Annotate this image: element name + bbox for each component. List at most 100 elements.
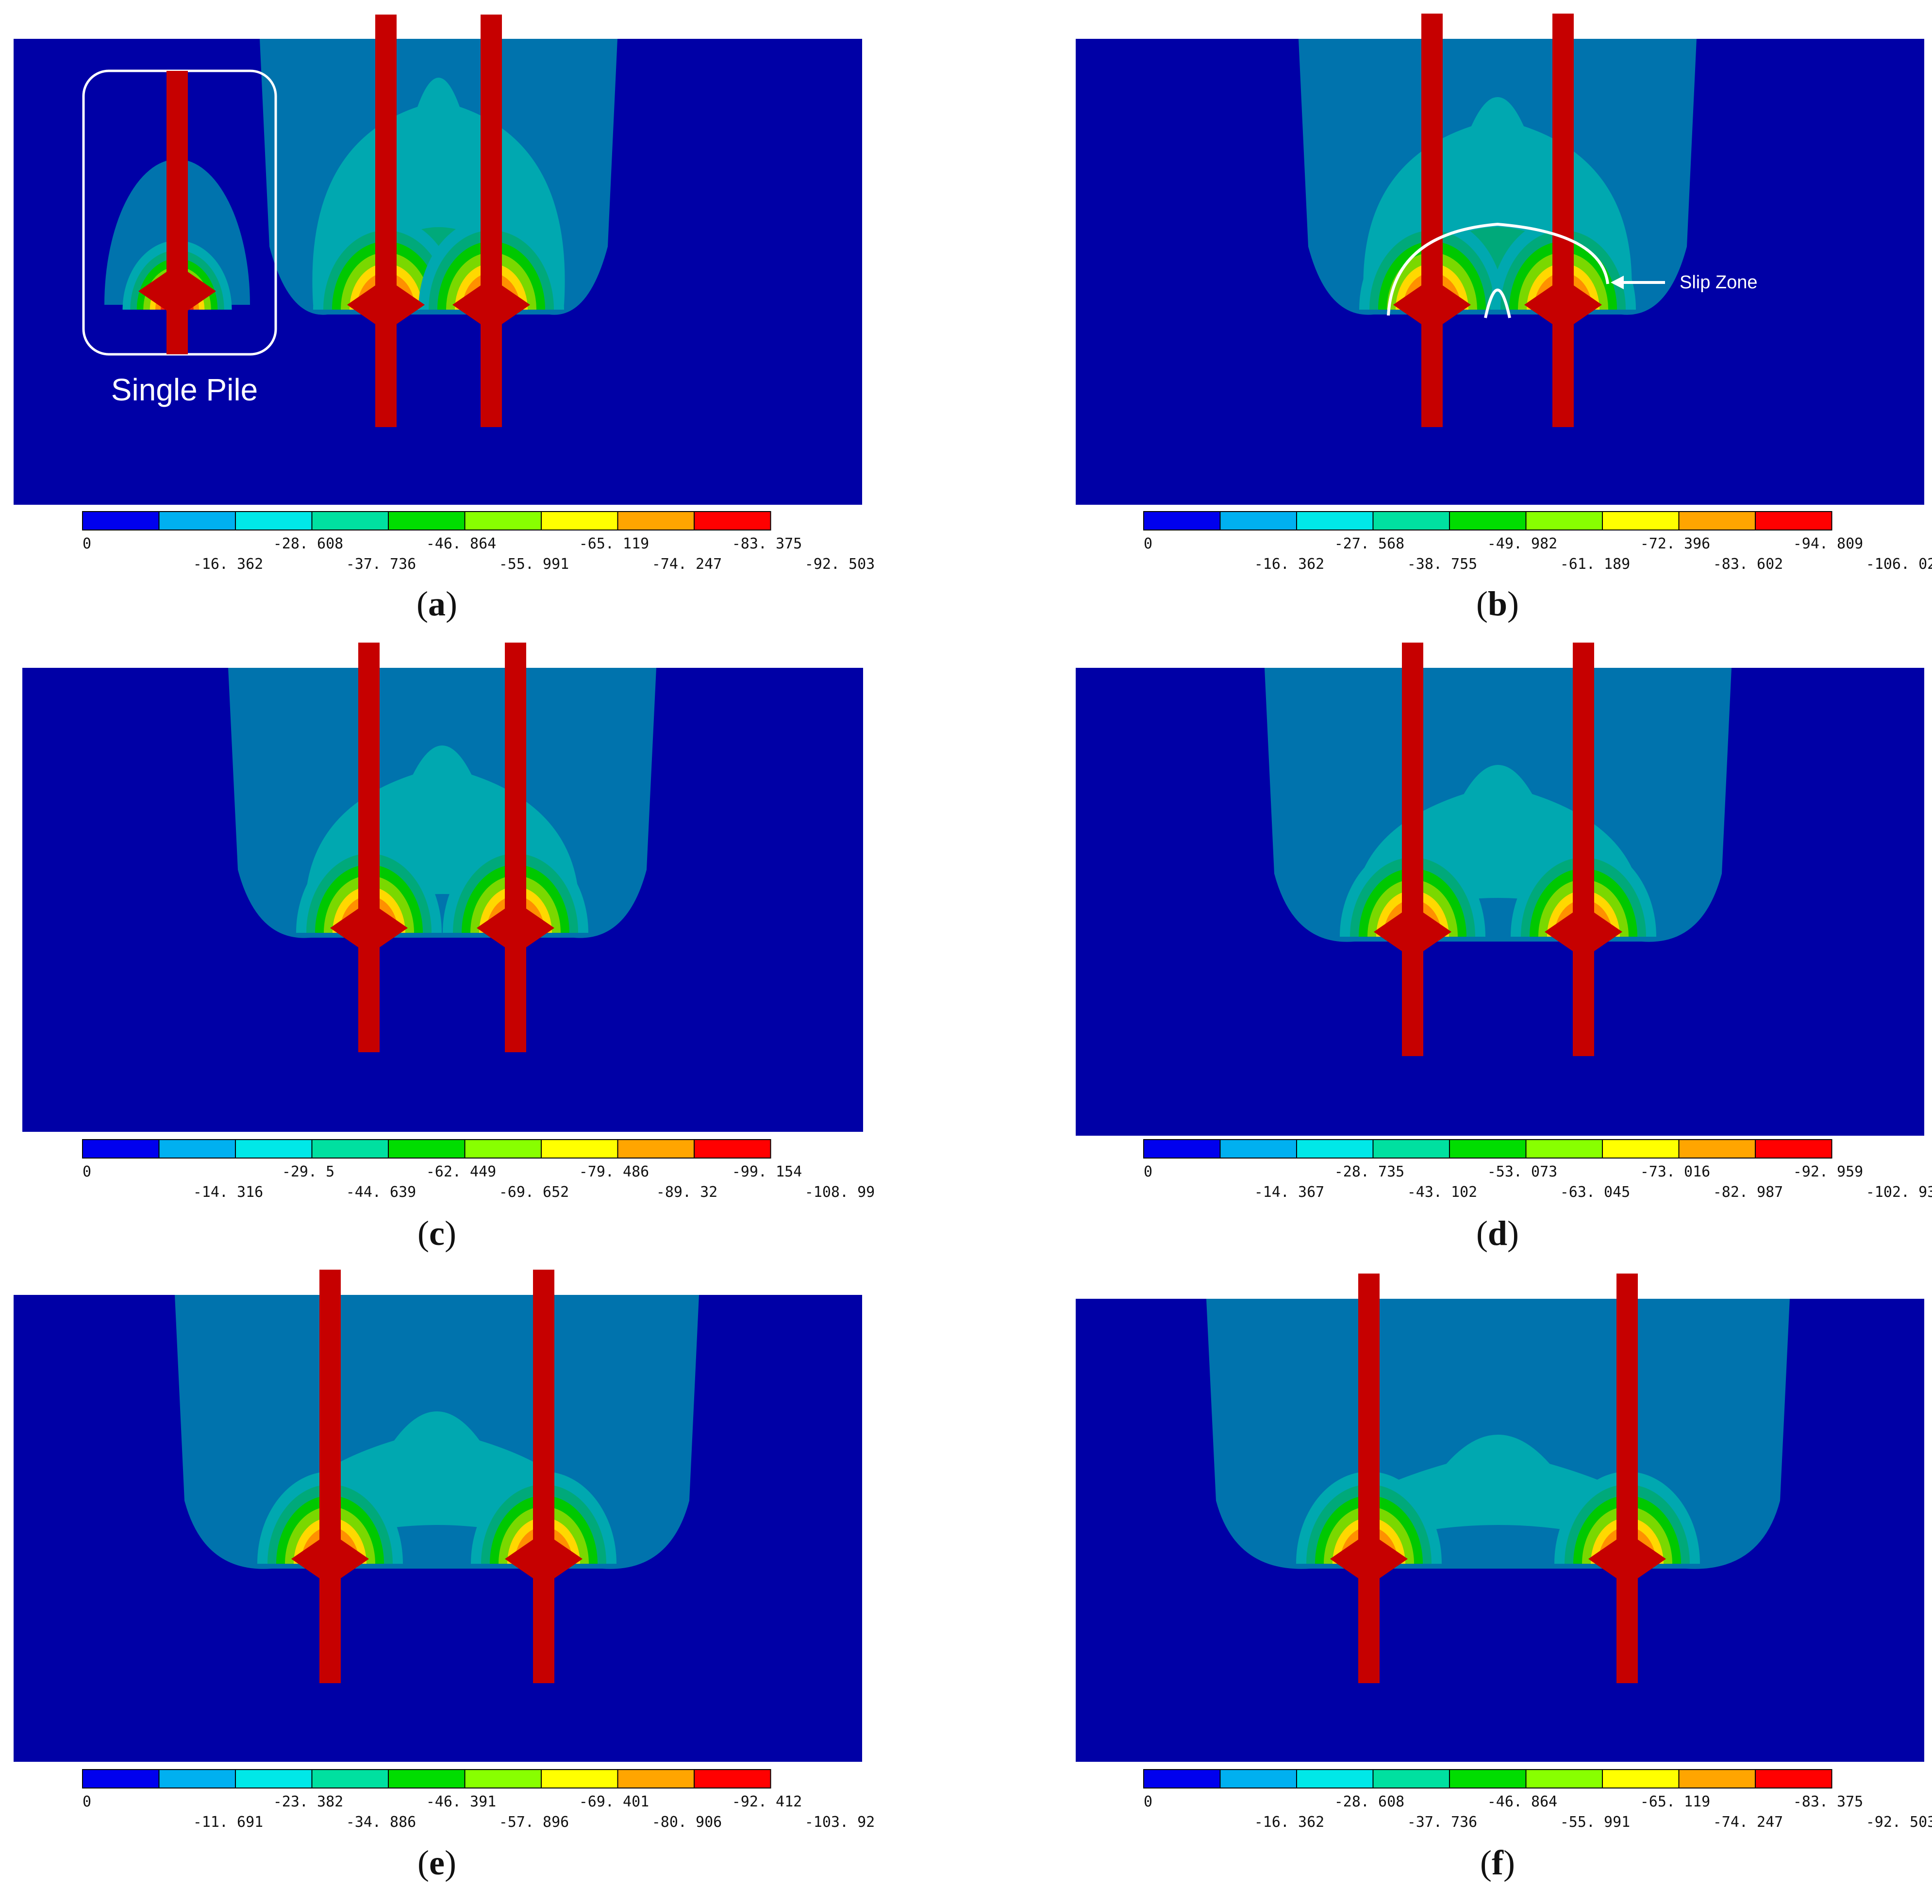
legend-tick-label: -37. 736 <box>346 556 416 573</box>
pile-bulb <box>1545 905 1622 959</box>
legend-swatch <box>82 1769 160 1788</box>
pile-shaft <box>1573 643 1594 1056</box>
legend-tick-label: -29. 5 <box>282 1163 334 1180</box>
legend-swatch <box>464 511 542 530</box>
pile-shaft <box>533 1270 554 1683</box>
panel-b: Slip Zone 0 -27. 568 -49. 982 -72. 396 -94. 8… <box>1076 14 1932 623</box>
legend-tick-label: -65. 119 <box>1640 1793 1711 1810</box>
pile-shaft <box>481 15 502 427</box>
panel-c: 0 -29. 5 -62. 449 -79. 486 -99. 154 -14. 316 -… <box>22 643 875 1253</box>
legend-swatch <box>1372 1139 1450 1159</box>
legend-swatch <box>82 511 160 530</box>
legend-swatch <box>694 1769 771 1788</box>
legend-swatch <box>1525 1769 1603 1788</box>
pile-shaft <box>1402 643 1423 1056</box>
panel-caption: (b) <box>1476 584 1519 623</box>
legend-swatch <box>1449 511 1527 530</box>
legend-tick-label: -82. 987 <box>1713 1184 1783 1201</box>
influence-zone-outer <box>1206 1299 1790 1569</box>
panel-f: 0 -28. 608 -46. 864 -65. 119 -83. 375 -16. 36… <box>1076 1274 1932 1882</box>
legend-tick-label: 0 <box>83 1163 91 1180</box>
legend-swatch <box>1219 511 1297 530</box>
legend-tick-label: 0 <box>1144 1793 1152 1810</box>
legend-swatch <box>1143 1769 1221 1788</box>
panel-caption: (e) <box>417 1843 456 1882</box>
legend-tick-label: -79. 486 <box>579 1163 650 1180</box>
pile-shaft <box>505 643 526 1052</box>
legend-swatch <box>235 1769 313 1788</box>
legend-tick-label: -16. 362 <box>193 556 264 573</box>
legend-tick-label: -46. 864 <box>1487 1793 1558 1810</box>
legend-swatch <box>1525 511 1603 530</box>
legend-swatch <box>158 511 236 530</box>
legend-swatch <box>617 511 695 530</box>
legend-swatch <box>617 1769 695 1788</box>
pile-bulb <box>1524 278 1602 331</box>
pile-shaft <box>1358 1274 1380 1683</box>
legend-tick-label: -74. 247 <box>1713 1814 1783 1831</box>
legend-swatch <box>311 1139 389 1159</box>
legend-tick-label: -43. 102 <box>1407 1184 1478 1201</box>
legend-tick-label: -44. 639 <box>346 1184 416 1201</box>
slip-zone-label: Slip Zone <box>1680 272 1758 293</box>
legend-swatch <box>1755 1139 1832 1159</box>
legend-tick-label: -16. 362 <box>1254 1814 1325 1831</box>
legend-swatch <box>541 511 618 530</box>
legend-tick-label: -94. 809 <box>1793 535 1864 552</box>
legend-tick-label: -92. 503 <box>1866 1814 1932 1831</box>
legend-tick-label: -53. 073 <box>1487 1163 1558 1180</box>
pile-bulb <box>291 1532 369 1586</box>
legend-swatch <box>1678 1769 1756 1788</box>
legend-tick-label: -38. 755 <box>1407 556 1478 573</box>
legend-tick-label: -55. 991 <box>1560 1814 1631 1831</box>
panel-caption: (a) <box>416 584 457 623</box>
legend-tick-label: -37. 736 <box>1407 1814 1478 1831</box>
legend-swatch <box>1219 1139 1297 1159</box>
legend-swatch <box>311 511 389 530</box>
legend-swatch <box>1296 1769 1374 1788</box>
legend-tick-label: -49. 982 <box>1487 535 1558 552</box>
legend-tick-label: -55. 991 <box>499 556 569 573</box>
legend-tick-label: -63. 045 <box>1560 1184 1631 1201</box>
legend-swatch <box>1678 511 1756 530</box>
legend-swatch <box>464 1139 542 1159</box>
legend-tick-label: -69. 652 <box>499 1184 569 1201</box>
pile-bulb <box>505 1532 583 1586</box>
legend-swatch <box>82 1139 160 1159</box>
legend-tick-label: 0 <box>83 1793 91 1810</box>
legend-tick-label: -46. 864 <box>426 535 497 552</box>
legend-tick-label: -92. 503 <box>805 556 875 573</box>
legend-tick-label: -103. 92 <box>805 1814 875 1831</box>
legend-swatch <box>1525 1139 1603 1159</box>
legend-tick-label: -23. 382 <box>273 1793 344 1810</box>
legend-swatch <box>1602 1769 1680 1788</box>
panel-caption: (f) <box>1480 1843 1515 1882</box>
legend-swatch <box>1449 1769 1527 1788</box>
legend-swatch <box>1449 1139 1527 1159</box>
legend-swatch <box>158 1769 236 1788</box>
pile-bulb <box>330 901 408 955</box>
legend-tick-label: -28. 608 <box>273 535 344 552</box>
legend-swatch <box>158 1139 236 1159</box>
legend-tick-label: -102. 93 <box>1866 1184 1932 1201</box>
legend-tick-label: -106. 02 <box>1866 556 1932 573</box>
legend-swatch <box>388 511 466 530</box>
legend-tick-label: -83. 602 <box>1713 556 1783 573</box>
legend-swatch <box>311 1769 389 1788</box>
legend-tick-label: 0 <box>1144 535 1152 552</box>
single-pile-label: Single Pile <box>111 372 258 407</box>
legend-tick-label: -57. 896 <box>499 1814 569 1831</box>
legend-swatch <box>388 1139 466 1159</box>
legend-swatch <box>1219 1769 1297 1788</box>
legend-tick-label: -34. 886 <box>346 1814 416 1831</box>
legend-swatch <box>541 1769 618 1788</box>
panel-e: 0 -23. 382 -46. 391 -69. 401 -92. 412 -11. 69… <box>14 1270 875 1882</box>
legend-swatch <box>235 1139 313 1159</box>
panel-d: 0 -28. 735 -53. 073 -73. 016 -92. 959 -14. 36… <box>1076 643 1932 1253</box>
legend-tick-label: -99. 154 <box>732 1163 802 1180</box>
legend-tick-label: 0 <box>1144 1163 1152 1180</box>
legend-tick-label: -11. 691 <box>193 1814 264 1831</box>
legend-tick-label: -27. 568 <box>1334 535 1405 552</box>
pile-shaft <box>1616 1274 1638 1683</box>
